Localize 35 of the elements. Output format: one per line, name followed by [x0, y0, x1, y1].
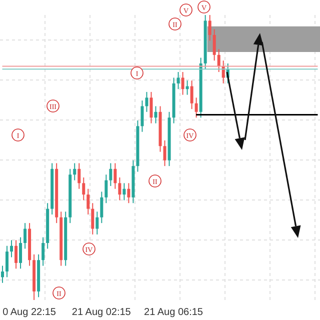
candlestick	[109, 162, 112, 186]
candlestick	[6, 245, 9, 278]
candlestick	[42, 236, 45, 266]
candlestick	[96, 211, 99, 235]
candlestick	[150, 91, 153, 124]
candlestick	[114, 162, 117, 190]
candlestick	[190, 80, 194, 110]
candlestick	[140, 100, 144, 132]
candlestick	[19, 236, 22, 270]
candlestick	[100, 191, 104, 224]
candlestick	[122, 182, 126, 201]
candlestick	[217, 48, 220, 72]
candlestick	[14, 240, 18, 270]
candlestick	[1, 265, 4, 284]
candlestick	[145, 91, 148, 112]
candlestick	[127, 182, 130, 204]
candlestick	[163, 140, 166, 167]
candlestick	[86, 188, 90, 215]
candlestick	[154, 106, 158, 124]
candlestick	[176, 72, 180, 90]
candlestick	[91, 202, 94, 235]
candlestick	[118, 176, 122, 201]
candlestick	[82, 176, 86, 201]
candlestick	[212, 28, 216, 62]
candlestick	[78, 162, 81, 190]
x-tick-label: 0 Aug 22:15	[2, 307, 56, 318]
x-tick-label: 21 Aug 02:15	[72, 307, 132, 318]
candlestick	[104, 174, 108, 204]
candlestick	[208, 14, 212, 42]
candlestick	[24, 222, 27, 250]
x-tick-label: 21 Aug 06:15	[144, 307, 204, 318]
candlestick	[181, 72, 184, 96]
candlestick	[10, 240, 14, 258]
candlestick	[73, 162, 76, 181]
candlestick	[194, 97, 198, 118]
